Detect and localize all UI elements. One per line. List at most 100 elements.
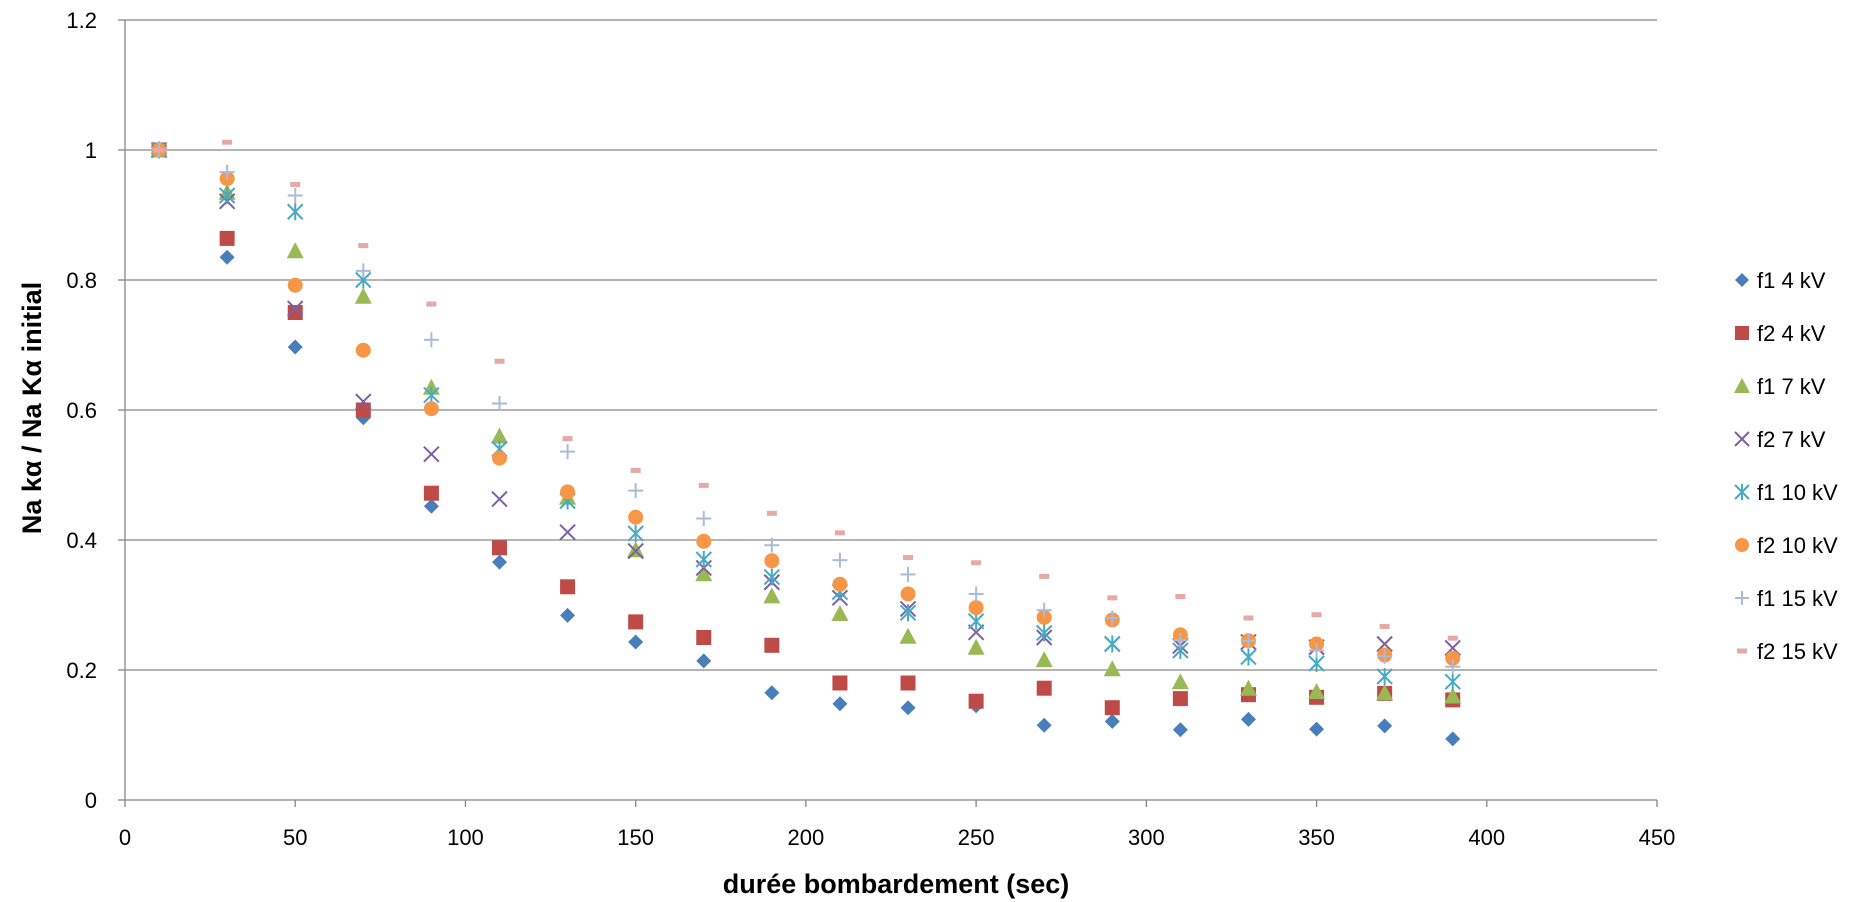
data-point <box>355 393 372 410</box>
data-point <box>1311 612 1322 618</box>
data-point <box>628 483 644 499</box>
data-point <box>696 630 712 645</box>
legend-label: f2 10 kV <box>1757 533 1838 558</box>
data-point <box>764 553 780 569</box>
series-f2-7-kv <box>150 141 1461 657</box>
data-point <box>286 242 304 259</box>
y-axis-title: Na kα / Na Kα initial <box>17 282 47 534</box>
legend-marker <box>1735 326 1749 340</box>
data-point <box>903 555 914 561</box>
data-point <box>219 230 235 246</box>
data-point <box>218 187 236 204</box>
data-point <box>1447 635 1458 641</box>
x-tick-label: 200 <box>788 825 825 850</box>
data-point <box>1036 717 1052 733</box>
data-point <box>627 525 644 542</box>
data-point <box>560 579 576 595</box>
data-point <box>1104 713 1120 729</box>
data-point <box>1240 648 1257 666</box>
x-tick-label: 50 <box>283 825 307 850</box>
data-point <box>290 181 301 187</box>
data-point <box>423 498 439 514</box>
data-point <box>696 653 712 669</box>
data-point <box>1240 633 1256 649</box>
legend-item: f2 4 kV <box>1735 321 1826 346</box>
data-point <box>630 467 641 473</box>
data-point <box>1377 648 1393 664</box>
data-point <box>287 300 304 317</box>
data-point <box>695 565 713 582</box>
data-point <box>1172 722 1188 738</box>
data-point <box>1035 624 1053 642</box>
data-point <box>832 696 848 712</box>
data-point <box>627 541 645 558</box>
data-point <box>1240 711 1256 727</box>
data-point <box>1376 635 1393 653</box>
data-point <box>696 511 712 527</box>
data-point <box>831 604 849 621</box>
legend-label: f2 7 kV <box>1757 427 1826 452</box>
data-point <box>287 203 304 221</box>
data-point <box>355 342 371 358</box>
data-point <box>423 485 439 501</box>
legend-marker <box>1735 273 1749 287</box>
legend-item: f2 10 kV <box>1735 533 1838 558</box>
x-tick-label: 350 <box>1298 825 1335 850</box>
legend-item: f2 15 kV <box>1737 639 1838 664</box>
data-point <box>426 301 437 307</box>
data-point <box>1039 573 1050 579</box>
legend-item: f1 15 kV <box>1735 586 1838 611</box>
data-point <box>1379 623 1390 629</box>
data-point <box>1243 615 1254 621</box>
data-point <box>1107 595 1118 601</box>
data-point <box>494 358 505 364</box>
data-point <box>1444 673 1461 691</box>
data-point <box>560 444 576 460</box>
data-point <box>491 396 507 411</box>
data-point <box>968 600 984 616</box>
data-point <box>358 243 369 249</box>
data-point <box>1377 718 1393 734</box>
data-point <box>899 627 917 644</box>
data-point <box>900 675 916 691</box>
data-point <box>967 612 985 630</box>
data-point <box>968 586 984 602</box>
x-tick-label: 150 <box>617 825 654 850</box>
data-point <box>628 614 644 630</box>
data-point <box>764 537 780 553</box>
data-point <box>900 700 916 716</box>
gridlines <box>125 19 1657 671</box>
data-point <box>628 634 644 650</box>
data-point <box>1172 632 1188 648</box>
legend-item: f1 4 kV <box>1735 268 1826 293</box>
legend-label: f2 15 kV <box>1757 639 1838 664</box>
data-point <box>287 305 303 320</box>
data-point <box>1103 660 1121 677</box>
data-point <box>354 287 372 304</box>
x-tick-label: 400 <box>1468 825 1505 850</box>
legend-label: f1 4 kV <box>1757 268 1826 293</box>
series-f2-15-kv <box>154 139 1458 641</box>
y-tick-label: 0.8 <box>66 268 97 293</box>
y-tick-label: 0.6 <box>66 398 97 423</box>
data-point <box>287 339 303 355</box>
x-tick-label: 450 <box>1639 825 1676 850</box>
data-point <box>1172 691 1188 707</box>
data-point <box>491 554 507 570</box>
data-point <box>491 450 507 466</box>
y-tick-label: 1.2 <box>66 8 97 33</box>
legend-marker <box>1735 591 1749 605</box>
series-f2-10-kv <box>151 142 1461 666</box>
data-point <box>832 552 848 568</box>
series-f1-4-kv <box>151 142 1461 747</box>
data-point <box>832 675 848 691</box>
x-tick-label: 250 <box>958 825 995 850</box>
legend-label: f1 15 kV <box>1757 586 1838 611</box>
data-point <box>423 332 439 348</box>
series-f1-7-kv <box>150 141 1462 704</box>
data-point <box>287 277 303 293</box>
data-point <box>219 164 235 180</box>
data-point <box>628 509 644 525</box>
data-point <box>491 540 507 556</box>
